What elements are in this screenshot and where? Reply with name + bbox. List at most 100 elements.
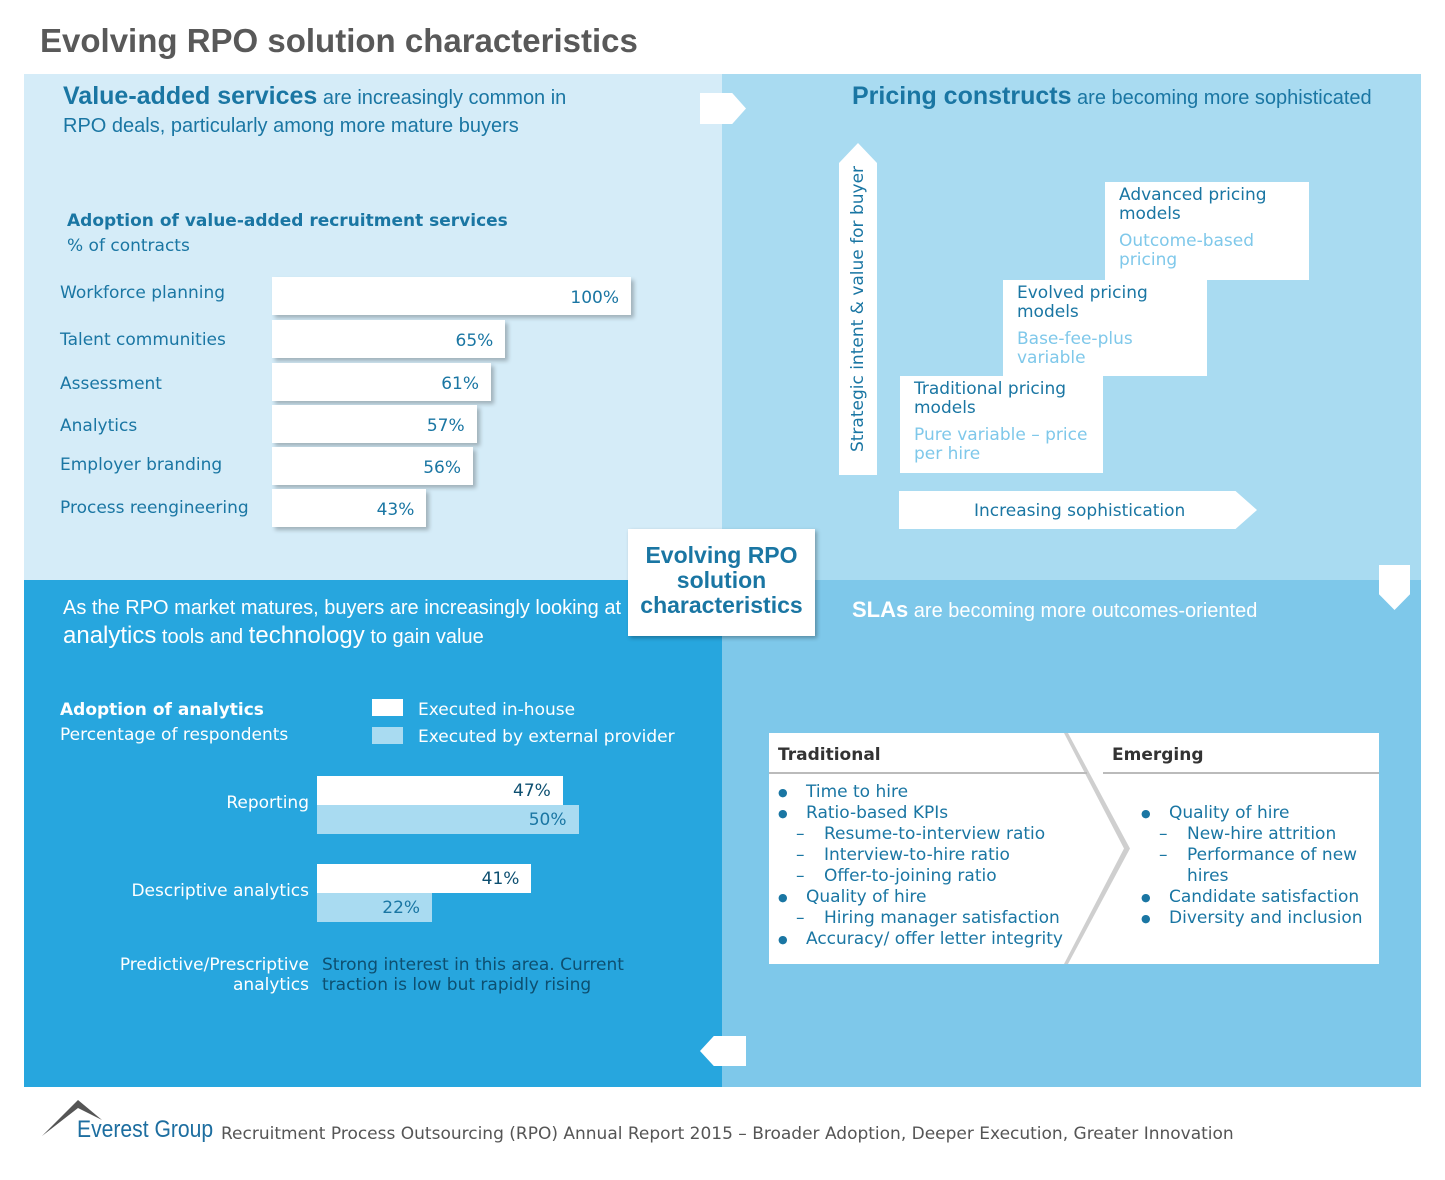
- step-title: Advanced pricing models: [1119, 185, 1267, 224]
- sla-item-text: Candidate satisfaction: [1169, 887, 1360, 907]
- sla-item: ● Quality of hire: [1141, 803, 1371, 824]
- bullet-icon: ●: [1141, 807, 1151, 820]
- legend-swatch-inhouse: [372, 699, 403, 716]
- sla-item: – New-hire attrition: [1141, 824, 1371, 845]
- sla-item-text: Ratio-based KPIs: [806, 803, 949, 823]
- predictive-label: Predictive/Prescriptive analytics: [119, 955, 309, 995]
- bullet-icon: ●: [778, 891, 788, 904]
- q2-heading-bold: Pricing constructs: [852, 82, 1072, 110]
- bar-inhouse: 47%: [317, 776, 563, 805]
- sla-item: ● Time to hire: [778, 782, 1078, 803]
- sla-item-text: Accuracy/ offer letter integrity: [806, 929, 1063, 949]
- bar: 65%: [272, 320, 506, 358]
- dash-icon: –: [796, 908, 805, 928]
- dash-icon: –: [1159, 824, 1168, 844]
- everest-logo-mountain-icon: [42, 1100, 102, 1136]
- sla-item-text: Resume-to-interview ratio: [824, 824, 1046, 844]
- sla-item: – Performance of new hires: [1141, 845, 1371, 887]
- bar-inhouse: 41%: [317, 864, 532, 893]
- bar-label: Descriptive analytics: [131, 881, 309, 901]
- everest-logo-text: Everest Group: [77, 1116, 214, 1143]
- bullet-icon: ●: [1141, 912, 1151, 925]
- bullet-icon: ●: [778, 933, 788, 946]
- step-title: Evolved pricing models: [1017, 283, 1148, 322]
- sla-item-text: New-hire attrition: [1187, 824, 1337, 844]
- bar-label: Reporting: [226, 793, 309, 813]
- q3-head-d: technology: [248, 622, 365, 649]
- bar: 57%: [272, 405, 477, 443]
- sla-table: [769, 733, 1379, 964]
- sla-item-text: Performance of new hires: [1187, 845, 1358, 886]
- q4-heading-bold: SLAs: [852, 597, 909, 622]
- traditional-header: Traditional: [778, 745, 881, 765]
- q3-chart-subtitle: Percentage of respondents: [60, 725, 289, 745]
- sla-item-text: Diversity and inclusion: [1169, 908, 1363, 928]
- divider: [1103, 772, 1379, 774]
- sla-item: – Offer-to-joining ratio: [778, 866, 1078, 887]
- step-sub: Outcome-based pricing: [1119, 231, 1255, 270]
- dash-icon: –: [796, 866, 805, 886]
- sla-item: ● Ratio-based KPIs: [778, 803, 1078, 824]
- q3-head-a: As the RPO market matures, buyers are in…: [63, 597, 622, 619]
- emerging-list: ● Quality of hire – New-hire attrition – Perf…: [1141, 803, 1371, 929]
- sla-item: – Hiring manager satisfaction: [778, 908, 1078, 929]
- sla-item: ● Candidate satisfaction: [1141, 887, 1371, 908]
- sla-item-text: Quality of hire: [1169, 803, 1290, 823]
- sla-item: – Interview-to-hire ratio: [778, 845, 1078, 866]
- q3-chart-title: Adoption of analytics: [60, 700, 264, 720]
- bar-label: Employer branding: [60, 455, 223, 475]
- dash-icon: –: [796, 845, 805, 865]
- sla-item: – Resume-to-interview ratio: [778, 824, 1078, 845]
- center-title: Evolving RPO solution characteristics: [628, 529, 815, 636]
- q3-head-e: to gain value: [364, 626, 484, 648]
- q2-heading: Pricing constructs are becoming more sop…: [852, 82, 1412, 112]
- pricing-step-advanced: Advanced pricing models Outcome-based pri…: [1105, 182, 1309, 280]
- legend-swatch-external: [372, 727, 403, 744]
- q1-chart-title: Adoption of value-added recruitment serv…: [67, 211, 508, 231]
- sla-item: ● Diversity and inclusion: [1141, 908, 1371, 929]
- bar-label: Analytics: [60, 416, 138, 436]
- bar-external: 22%: [317, 893, 433, 922]
- bar: 43%: [272, 489, 427, 527]
- bar: 100%: [272, 277, 631, 315]
- bar-label: Assessment: [60, 374, 162, 394]
- sla-item-text: Quality of hire: [806, 887, 927, 907]
- q1-heading-bold: Value-added services: [63, 82, 318, 110]
- sla-item-text: Offer-to-joining ratio: [824, 866, 997, 886]
- pricing-step-traditional: Traditional pricing models Pure variable …: [900, 376, 1103, 473]
- x-axis-arrow: Increasing sophistication: [899, 491, 1257, 529]
- q3-head-b: analytics: [63, 622, 157, 649]
- dash-icon: –: [796, 824, 805, 844]
- bar-label: Workforce planning: [60, 283, 226, 303]
- x-axis-label: Increasing sophistication: [974, 501, 1186, 521]
- q4-heading-rest: are becoming more outcomes-oriented: [908, 600, 1258, 622]
- q2-heading-rest: are becoming more sophisticated: [1071, 87, 1372, 109]
- bullet-icon: ●: [1141, 891, 1151, 904]
- q1-heading: Value-added services are increasingly co…: [63, 82, 603, 140]
- sla-item: ● Accuracy/ offer letter integrity: [778, 929, 1078, 950]
- q1-heading-rest: are increasingly common in RPO deals, pa…: [63, 87, 567, 137]
- bar: 61%: [272, 363, 491, 401]
- bar-external: 50%: [317, 805, 579, 834]
- q1-chart-subtitle: % of contracts: [67, 236, 190, 256]
- legend-inhouse: Executed in-house: [418, 700, 576, 720]
- legend-external: Executed by external provider: [418, 727, 675, 747]
- q3-heading: As the RPO market matures, buyers are in…: [63, 594, 623, 651]
- sla-item: ● Quality of hire: [778, 887, 1078, 908]
- bar: 56%: [272, 447, 474, 485]
- step-title: Traditional pricing models: [914, 379, 1067, 418]
- traditional-list: ● Time to hire ● Ratio-based KPIs – Resume-to…: [778, 782, 1078, 950]
- step-sub: Base-fee-plus variable: [1017, 329, 1133, 368]
- step-sub: Pure variable – price per hire: [914, 425, 1088, 464]
- q4-heading: SLAs are becoming more outcomes-oriented: [852, 596, 1412, 625]
- sla-item-text: Hiring manager satisfaction: [824, 908, 1060, 928]
- pricing-step-evolved: Evolved pricing models Base-fee-plus vari…: [1003, 280, 1207, 376]
- bullet-icon: ●: [778, 786, 788, 799]
- y-axis-arrow: [839, 143, 877, 475]
- page-title: Evolving RPO solution characteristics: [40, 22, 638, 59]
- bar-label: Process reengineering: [60, 498, 249, 518]
- footer-text: Recruitment Process Outsourcing (RPO) An…: [221, 1124, 1234, 1144]
- bar-label: Talent communities: [60, 330, 226, 350]
- sla-item-text: Interview-to-hire ratio: [824, 845, 1010, 865]
- emerging-header: Emerging: [1112, 745, 1204, 765]
